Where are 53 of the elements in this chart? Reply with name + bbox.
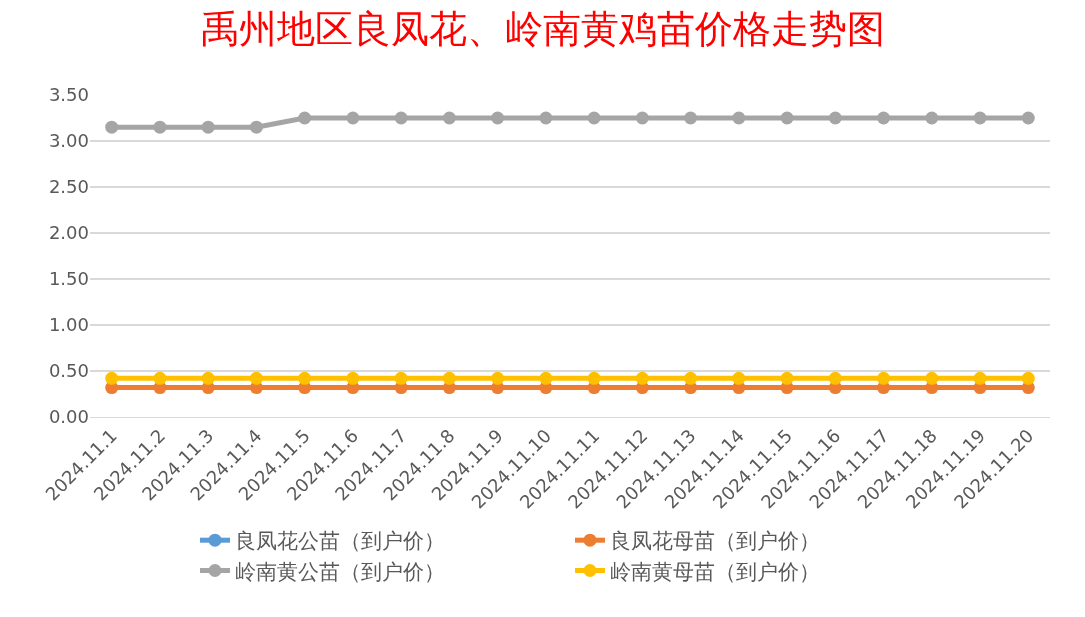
point — [346, 111, 360, 125]
y-tick-label: 0.00 — [48, 406, 89, 428]
point — [877, 371, 891, 385]
point — [442, 371, 456, 385]
y-tick-label: 3.00 — [48, 130, 89, 152]
point — [635, 111, 649, 125]
y-tick-label: 3.50 — [48, 84, 89, 106]
point — [539, 111, 553, 125]
point — [298, 111, 312, 125]
point — [828, 371, 842, 385]
point — [684, 111, 698, 125]
point — [780, 371, 794, 385]
chart-title: 禹州地区良凤花、岭南黄鸡苗价格走势图 — [200, 8, 885, 51]
point — [105, 371, 119, 385]
point — [973, 111, 987, 125]
point — [635, 371, 649, 385]
point — [201, 120, 215, 134]
legend-label: 良凤花公苗（到户价） — [235, 529, 445, 554]
point — [1021, 371, 1035, 385]
y-tick-label: 1.50 — [48, 268, 89, 290]
point — [1021, 111, 1035, 125]
point — [780, 111, 794, 125]
point — [153, 120, 167, 134]
point — [346, 371, 360, 385]
point — [925, 111, 939, 125]
point — [587, 111, 601, 125]
point — [973, 371, 987, 385]
point — [684, 371, 698, 385]
legend-label: 良凤花母苗（到户价） — [610, 529, 820, 554]
point — [442, 111, 456, 125]
point — [587, 371, 601, 385]
point — [828, 111, 842, 125]
point — [877, 111, 891, 125]
y-tick-label: 2.50 — [48, 176, 89, 198]
y-tick-label: 2.00 — [48, 222, 89, 244]
point — [732, 371, 746, 385]
point — [491, 371, 505, 385]
point — [105, 120, 119, 134]
point — [491, 111, 505, 125]
y-tick-label: 1.00 — [48, 314, 89, 336]
point — [732, 111, 746, 125]
point — [298, 371, 312, 385]
point — [201, 371, 215, 385]
point — [249, 371, 263, 385]
y-tick-label: 0.50 — [48, 360, 89, 382]
legend-label: 岭南黄公苗（到户价） — [235, 559, 445, 584]
point — [394, 371, 408, 385]
point — [925, 371, 939, 385]
legend-label: 岭南黄母苗（到户价） — [610, 559, 820, 584]
point — [153, 371, 167, 385]
point — [394, 111, 408, 125]
point — [539, 371, 553, 385]
point — [249, 120, 263, 134]
